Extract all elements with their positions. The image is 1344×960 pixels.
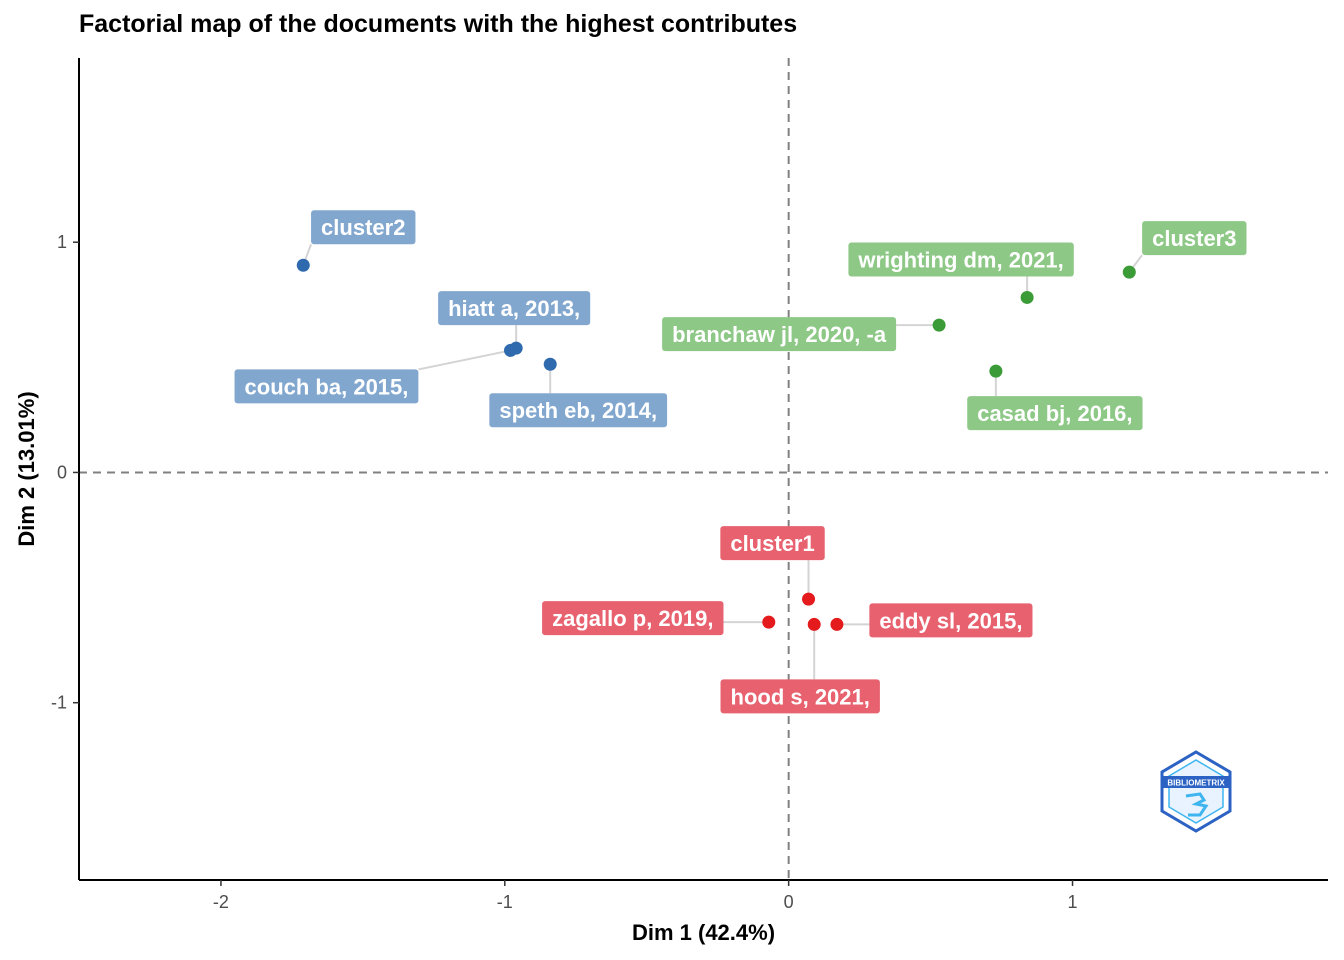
logo-text: BIBLIOMETRIX (1167, 779, 1225, 788)
data-point-cluster1 (802, 592, 816, 606)
labels: cluster1 zagallo p, 2019, hood s, 2021, edd… (234, 210, 1247, 714)
logo-banner (1163, 776, 1229, 788)
y-tick-label: 0 (57, 462, 67, 482)
data-point-cluster1 (762, 615, 776, 629)
point-label-box (720, 679, 880, 714)
point-label-box (438, 291, 591, 326)
point-label: wrighting dm, 2021, (857, 247, 1063, 272)
label-connector (418, 349, 511, 371)
data-point-cluster2 (296, 258, 310, 272)
data-point-cluster1 (807, 617, 821, 631)
x-tick-label: -1 (497, 892, 513, 912)
x-tick-label: 1 (1068, 892, 1078, 912)
point-label-box (662, 317, 897, 352)
point-label: cluster2 (321, 215, 405, 240)
data-point-cluster3 (932, 318, 946, 332)
point-label-box (720, 526, 825, 561)
point-label: zagallo p, 2019, (552, 606, 713, 631)
logo-figure (1185, 792, 1209, 817)
data-point-cluster1 (830, 617, 844, 631)
y-axis-title: Dim 2 (13.01%) (14, 391, 39, 546)
ticks: -2 -1 0 1 -1 0 1 (51, 232, 1078, 912)
bibliometrix-logo: BIBLIOMETRIX (1160, 750, 1232, 833)
point-label-box (234, 369, 419, 404)
point-label: hiatt a, 2013, (448, 296, 580, 321)
data-point-cluster2 (543, 357, 557, 371)
data-point-cluster3 (989, 364, 1003, 378)
x-axis-title: Dim 1 (42.4%) (632, 920, 775, 945)
point-label-box (311, 210, 416, 245)
point-label: branchaw jl, 2020, -a (672, 322, 887, 347)
x-tick-label: -2 (213, 892, 229, 912)
reference-lines (79, 58, 1328, 880)
chart-title: Factorial map of the documents with the … (79, 10, 798, 38)
point-label-box (967, 396, 1143, 431)
point-label: cluster3 (1152, 226, 1236, 251)
point-label-box (869, 603, 1033, 638)
point-label: speth eb, 2014, (499, 398, 657, 423)
point-label-box (489, 393, 668, 428)
point-label: cluster1 (730, 531, 814, 556)
point-label-box (1142, 221, 1247, 256)
axes (78, 58, 1328, 881)
point-label-box (542, 601, 724, 636)
point-label: couch ba, 2015, (245, 374, 409, 399)
point-label-box (848, 242, 1074, 277)
point-label: hood s, 2021, (731, 684, 870, 709)
data-point-cluster2 (503, 343, 517, 357)
point-label: casad bj, 2016, (977, 401, 1132, 426)
data-point-cluster3 (1020, 290, 1034, 304)
point-label: eddy sl, 2015, (879, 608, 1022, 633)
x-tick-label: 0 (784, 892, 794, 912)
y-tick-label: 1 (57, 232, 67, 252)
data-point-cluster3 (1122, 265, 1136, 279)
y-tick-label: -1 (51, 693, 67, 713)
points (296, 258, 1136, 631)
